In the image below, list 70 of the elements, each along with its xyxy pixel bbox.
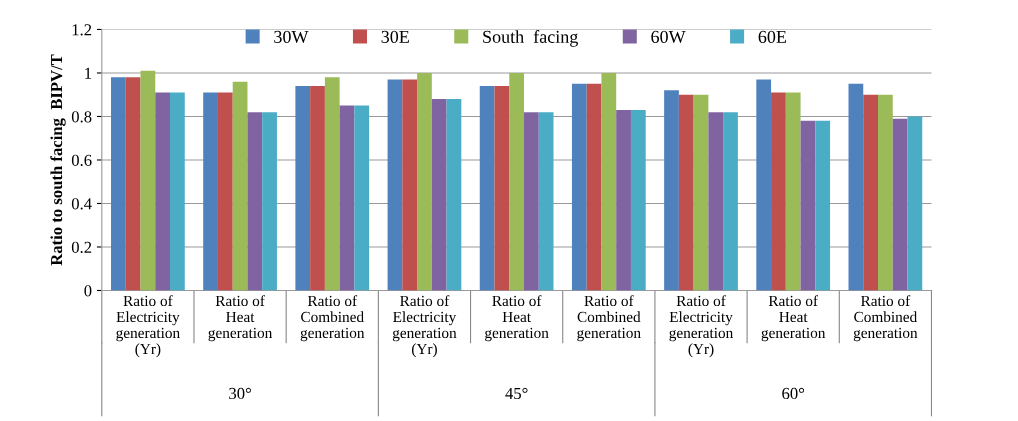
bar: [324, 77, 340, 291]
x-tick-label: Ratio of Combined generation: [300, 295, 365, 342]
bar: [446, 99, 462, 291]
y-tick-label: 0.4: [71, 198, 92, 210]
text: 30°: [229, 387, 251, 400]
bar: [217, 92, 233, 291]
bar: [402, 79, 418, 291]
bar: [170, 92, 185, 291]
bar: [586, 83, 602, 291]
legend-label: South facing: [483, 30, 578, 47]
x-tick-label: Ratio of Electricity generation (Yr): [669, 295, 734, 358]
bar: [339, 105, 355, 291]
bar: [678, 94, 694, 291]
x-tick-label: Ratio of Heat generation: [485, 295, 549, 342]
bar: [878, 94, 893, 291]
legend-label: 60E: [758, 30, 787, 43]
bar: [140, 70, 156, 291]
bar: [125, 77, 141, 291]
bar: [723, 112, 738, 291]
bar: [387, 79, 403, 291]
bar: [295, 86, 311, 291]
bar: [538, 112, 554, 291]
legend-label: 60W: [651, 30, 686, 44]
x-tick-label: Ratio of Heat generation: [208, 295, 273, 342]
bar: [524, 112, 539, 291]
bar: [247, 112, 263, 291]
x-tick-label: Ratio of Combined generation: [577, 295, 641, 342]
legend-label: 30W: [274, 30, 309, 44]
bar: [907, 116, 923, 291]
bar: [863, 94, 878, 291]
y-tick-label: 0.8: [71, 111, 92, 123]
bar: [431, 99, 447, 291]
bar: [494, 86, 510, 291]
bar: [892, 118, 908, 291]
bar: [262, 112, 277, 291]
bar: [111, 77, 126, 291]
bar: [708, 112, 724, 291]
y-tick-label: 0.6: [71, 154, 92, 166]
bar: [354, 105, 370, 291]
bar: [693, 94, 709, 291]
x-tick-label: Ratio of Electricity generation (Yr): [116, 295, 180, 358]
bar: [630, 109, 646, 291]
bar: [509, 72, 525, 291]
bar: [310, 86, 325, 291]
x-tick-label: Ratio of Combined generation: [853, 295, 918, 342]
x-tick-label: Ratio of Electricity generation (Yr): [392, 295, 457, 358]
bar: [785, 92, 801, 291]
y-tick-label: 1.2: [72, 24, 92, 36]
x-tick-label: Ratio of Heat generation: [761, 295, 826, 342]
y-axis-title: Ratio to south facing BIPV/T: [50, 54, 66, 266]
bar: [203, 92, 218, 291]
bar: [601, 72, 617, 291]
bar: [417, 72, 432, 291]
y-tick-label: 1: [85, 67, 92, 79]
bar: [664, 90, 679, 291]
bar: [771, 92, 786, 291]
text: 60°: [782, 387, 805, 400]
y-tick-label: 0.2: [71, 241, 92, 254]
legend-label: 30E: [381, 30, 409, 43]
bar: [848, 83, 864, 291]
bar: [571, 83, 587, 291]
bar: [756, 79, 772, 291]
bar: [800, 120, 816, 291]
bar: [232, 81, 248, 291]
bar: [155, 92, 171, 291]
bar: [815, 120, 831, 291]
y-tick-label: 0: [84, 285, 92, 297]
text: 45°: [505, 387, 528, 400]
bar: [616, 109, 631, 291]
bar: [479, 86, 495, 291]
